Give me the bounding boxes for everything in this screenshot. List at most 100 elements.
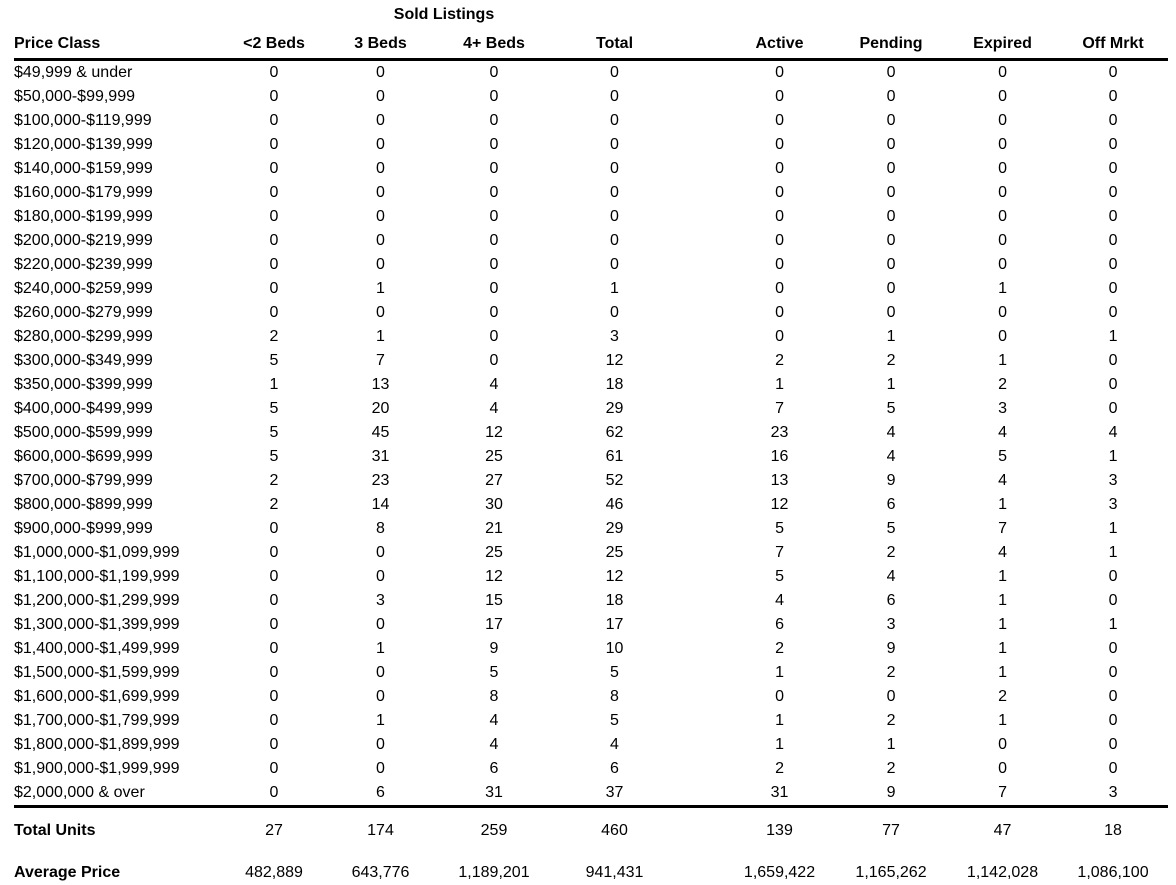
value-cell: 0 <box>376 136 385 153</box>
price-class-cell: $500,000-$599,999 <box>14 424 153 441</box>
table-row: $220,000-$239,999 0 0 0 0 0 0 0 0 <box>14 253 1168 277</box>
value-cell: 5 <box>269 448 279 465</box>
value-cell: 0 <box>775 280 784 297</box>
column-header-pending: Pending <box>835 30 948 61</box>
value-cell: 1 <box>376 640 385 657</box>
value-cell: 5 <box>998 448 1007 465</box>
value-cell: 0 <box>610 304 619 321</box>
value-cell: 0 <box>376 184 385 201</box>
table-row: $180,000-$199,999 0 0 0 0 0 0 0 0 <box>14 205 1168 229</box>
value-cell: 2 <box>998 688 1007 705</box>
summary-value-cell: 174 <box>367 822 394 839</box>
value-cell: 0 <box>610 136 619 153</box>
price-class-cell: $800,000-$899,999 <box>14 496 153 513</box>
value-cell: 0 <box>775 64 784 81</box>
value-cell: 46 <box>605 496 624 513</box>
value-cell: 0 <box>610 64 619 81</box>
value-cell: 0 <box>269 640 279 657</box>
price-class-cell: $900,000-$999,999 <box>14 520 153 537</box>
value-cell: 0 <box>1108 136 1118 153</box>
value-cell: 17 <box>485 616 503 633</box>
value-cell: 8 <box>489 688 499 705</box>
value-cell: 3 <box>886 616 896 633</box>
value-cell: 1 <box>886 328 896 345</box>
price-class-cell: $200,000-$219,999 <box>14 232 153 249</box>
value-cell: 12 <box>485 424 503 441</box>
title-row: Sold Listings <box>14 0 1168 30</box>
value-cell: 4 <box>489 736 499 753</box>
value-cell: 23 <box>371 472 390 489</box>
value-cell: 0 <box>610 208 619 225</box>
price-class-cell: $49,999 & under <box>14 64 133 81</box>
value-cell: 29 <box>605 400 624 417</box>
value-cell: 2 <box>886 544 896 561</box>
value-cell: 2 <box>269 328 279 345</box>
value-cell: 0 <box>489 136 499 153</box>
value-cell: 0 <box>376 256 385 273</box>
price-class-cell: $180,000-$199,999 <box>14 208 153 225</box>
value-cell: 12 <box>485 568 503 585</box>
value-cell: 0 <box>222 781 326 808</box>
value-cell: 9 <box>886 640 896 657</box>
value-cell: 0 <box>376 232 385 249</box>
price-class-cell: $160,000-$179,999 <box>14 184 153 201</box>
value-cell: 0 <box>1108 208 1118 225</box>
value-cell: 0 <box>269 304 279 321</box>
value-cell: 5 <box>775 568 784 585</box>
table-row: $1,400,000-$1,499,999 0 1 9 10 2 9 1 0 <box>14 637 1168 661</box>
value-cell: 3 <box>1108 496 1118 513</box>
value-cell: 31 <box>696 781 836 808</box>
value-cell: 0 <box>998 256 1007 273</box>
table-footer: Total Units 27 174 259 460 139 77 47 18 Average P… <box>14 807 1168 885</box>
value-cell: 3 <box>610 328 619 345</box>
value-cell: 3 <box>376 592 385 609</box>
value-cell: 1 <box>1108 616 1118 633</box>
value-cell: 4 <box>775 592 784 609</box>
value-cell: 2 <box>269 496 279 513</box>
value-cell: 0 <box>269 256 279 273</box>
value-cell: 1 <box>886 376 896 393</box>
value-cell: 2 <box>998 376 1007 393</box>
column-header-price-class: Price Class <box>14 30 222 61</box>
value-cell: 4 <box>489 712 499 729</box>
value-cell: 0 <box>376 664 385 681</box>
value-cell: 12 <box>605 568 624 585</box>
value-cell: 0 <box>775 304 784 321</box>
value-cell: 5 <box>269 424 279 441</box>
value-cell: 0 <box>269 520 279 537</box>
table-row: $800,000-$899,999 2 14 30 46 12 6 1 3 <box>14 493 1168 517</box>
table-row: $600,000-$699,999 5 31 25 61 16 4 5 1 <box>14 445 1168 469</box>
value-cell: 1 <box>775 712 784 729</box>
value-cell: 13 <box>770 472 789 489</box>
value-cell: 0 <box>376 64 385 81</box>
summary-value-cell: 259 <box>480 822 508 839</box>
value-cell: 62 <box>605 424 624 441</box>
value-cell: 2 <box>886 760 896 777</box>
value-cell: 0 <box>610 184 619 201</box>
price-class-cell: $1,800,000-$1,899,999 <box>14 736 180 753</box>
title-spacer-right <box>696 0 1168 30</box>
value-cell: 2 <box>886 712 896 729</box>
column-header-off-mrkt: Off Mrkt <box>1058 30 1169 61</box>
value-cell: 0 <box>269 160 279 177</box>
value-cell: 6 <box>489 760 499 777</box>
value-cell: 0 <box>269 616 279 633</box>
value-cell: 5 <box>886 520 896 537</box>
value-cell: 4 <box>886 448 896 465</box>
price-class-cell: $2,000,000 & over <box>14 781 222 808</box>
table-row: $260,000-$279,999 0 0 0 0 0 0 0 0 <box>14 301 1168 325</box>
value-cell: 0 <box>1108 88 1118 105</box>
value-cell: 6 <box>326 781 435 808</box>
value-cell: 29 <box>605 520 624 537</box>
value-cell: 4 <box>998 544 1007 561</box>
value-cell: 0 <box>489 88 499 105</box>
summary-value-cell: 460 <box>601 822 628 839</box>
value-cell: 0 <box>998 136 1007 153</box>
value-cell: 7 <box>998 520 1007 537</box>
sold-listings-table: Sold Listings Price Class <2 Beds 3 Beds 4+… <box>14 0 1169 885</box>
value-cell: 21 <box>485 520 503 537</box>
value-cell: 0 <box>269 736 279 753</box>
value-cell: 27 <box>485 472 503 489</box>
price-class-cell: $350,000-$399,999 <box>14 376 153 393</box>
value-cell: 0 <box>1108 376 1118 393</box>
